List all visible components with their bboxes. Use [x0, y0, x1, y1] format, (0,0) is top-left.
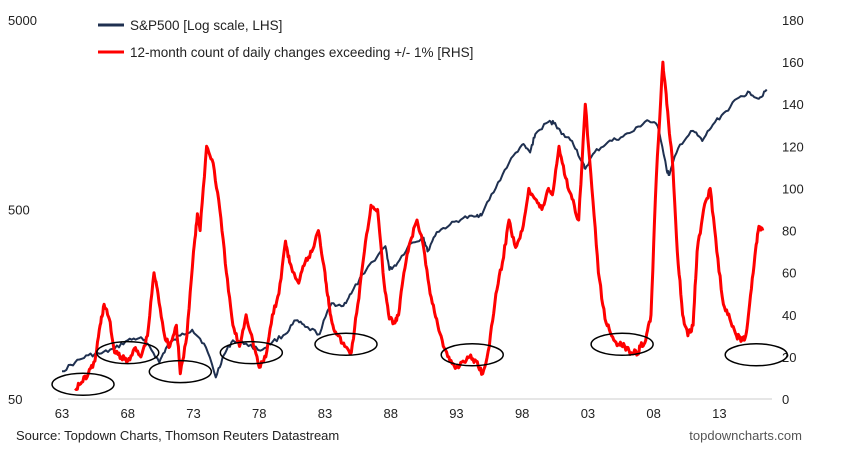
- right-tick-label: 60: [782, 266, 796, 281]
- trough-circle: [724, 343, 788, 367]
- trough-circle: [440, 343, 504, 367]
- x-tick-label: 78: [252, 406, 266, 421]
- trough-circle: [590, 332, 654, 357]
- trough-circle: [51, 372, 115, 397]
- x-tick-label: 83: [318, 406, 332, 421]
- x-tick-label: 98: [515, 406, 529, 421]
- right-tick-label: 20: [782, 350, 796, 365]
- trough-circle: [148, 359, 213, 384]
- right-tick-label: 160: [782, 55, 804, 70]
- right-tick-label: 120: [782, 139, 804, 154]
- right-axis: 0 20 40 60 80 100 120 140 160 180: [782, 13, 804, 407]
- x-tick-label: 73: [186, 406, 200, 421]
- watermark: topdowncharts.com: [689, 428, 802, 443]
- trough-circle: [95, 340, 160, 365]
- x-tick-label: 68: [121, 406, 135, 421]
- trough-circle: [219, 340, 284, 365]
- right-tick-label: 140: [782, 97, 804, 112]
- legend: S&P500 [Log scale, LHS] 12-month count o…: [98, 18, 473, 60]
- trough-circle: [314, 332, 378, 357]
- left-tick-label: 500: [8, 203, 30, 218]
- right-tick-label: 0: [782, 392, 789, 407]
- x-tick-label: 03: [581, 406, 595, 421]
- x-tick-label: 88: [383, 406, 397, 421]
- left-axis: 50 500 5000: [8, 13, 37, 407]
- x-tick-label: 93: [449, 406, 463, 421]
- right-tick-label: 80: [782, 224, 796, 239]
- right-tick-label: 180: [782, 13, 804, 28]
- legend-label-count: 12-month count of daily changes exceedin…: [130, 45, 473, 60]
- x-tick-label: 63: [55, 406, 69, 421]
- source-note: Source: Topdown Charts, Thomson Reuters …: [16, 428, 339, 443]
- series-line-count: [74, 60, 765, 391]
- trough-annotations: [51, 332, 788, 397]
- x-axis: 63 68 73 78 83 88 93 98 03 08 13: [55, 406, 727, 421]
- right-tick-label: 40: [782, 308, 796, 323]
- legend-label-sp500: S&P500 [Log scale, LHS]: [130, 18, 282, 33]
- x-tick-label: 08: [646, 406, 660, 421]
- left-tick-label: 50: [8, 392, 22, 407]
- left-tick-label: 5000: [8, 13, 37, 28]
- right-tick-label: 100: [782, 181, 804, 196]
- x-tick-label: 13: [712, 406, 726, 421]
